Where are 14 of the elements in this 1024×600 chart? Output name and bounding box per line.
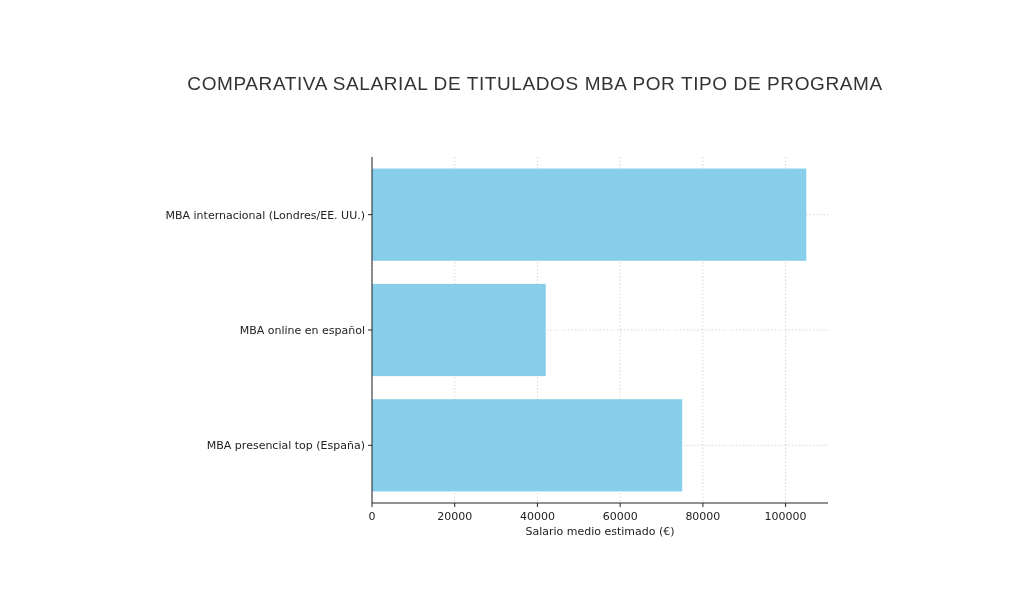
x-tick-label: 60000: [602, 510, 638, 523]
x-tick-label: 80000: [685, 510, 721, 523]
bar: [372, 283, 546, 377]
y-tick-label: MBA presencial top (España): [206, 439, 365, 453]
y-tick-label: MBA internacional (Londres/EE. UU.): [165, 208, 365, 222]
x-axis-title: Salario medio estimado (€): [525, 525, 675, 538]
x-tick-label: 0: [368, 510, 376, 523]
x-tick-label: 100000: [764, 510, 807, 523]
y-tick-label: MBA online en español: [239, 324, 365, 337]
bar: [372, 168, 807, 261]
chart-title: COMPARATIVA SALARIAL DE TITULADOS MBA POR TIPO DE PROGRAMA: [187, 73, 883, 94]
bar: [372, 399, 683, 492]
x-tick-label: 40000: [519, 510, 555, 523]
x-tick-label: 20000: [437, 510, 473, 523]
